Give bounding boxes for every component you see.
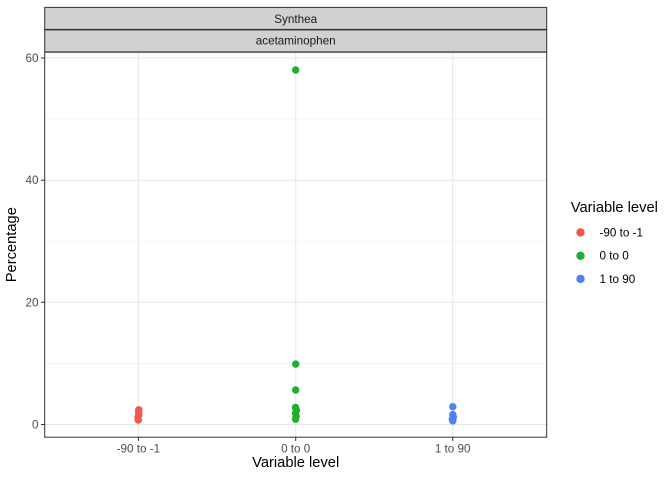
svg-text:Variable level: Variable level bbox=[252, 455, 339, 471]
svg-text:0: 0 bbox=[32, 419, 39, 432]
svg-text:Percentage: Percentage bbox=[4, 207, 20, 282]
svg-text:40: 40 bbox=[25, 174, 39, 187]
svg-text:60: 60 bbox=[25, 52, 39, 65]
svg-text:acetaminophen: acetaminophen bbox=[256, 35, 336, 48]
svg-text:1 to 90: 1 to 90 bbox=[600, 273, 636, 286]
svg-text:Variable level: Variable level bbox=[571, 200, 658, 216]
svg-text:20: 20 bbox=[25, 296, 39, 309]
svg-text:-90 to -1: -90 to -1 bbox=[600, 226, 644, 239]
svg-text:-90 to -1: -90 to -1 bbox=[117, 443, 161, 456]
svg-text:0 to 0: 0 to 0 bbox=[600, 250, 630, 263]
svg-text:1 to 90: 1 to 90 bbox=[435, 443, 471, 456]
svg-text:0 to 0: 0 to 0 bbox=[281, 443, 311, 456]
svg-text:Synthea: Synthea bbox=[274, 13, 317, 26]
